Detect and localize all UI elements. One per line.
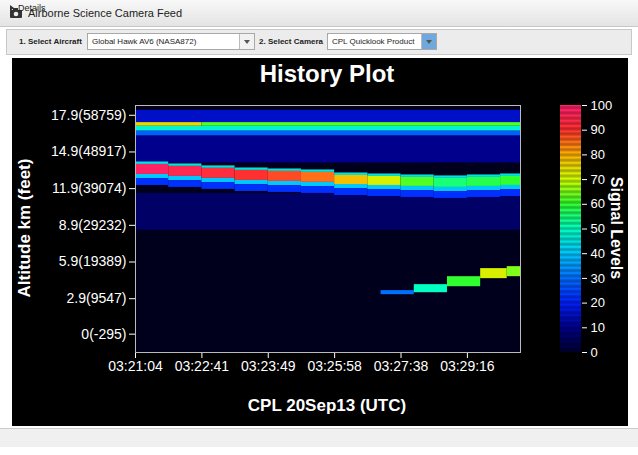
svg-text:14.9(48917): 14.9(48917) (51, 143, 127, 159)
html-text:CPL Quicklook Product: CPL Quicklook Product (332, 37, 415, 46)
svg-text:17.9(58759): 17.9(58759) (51, 107, 127, 123)
html-text:Details: Details (18, 3, 46, 13)
svg-text:100: 100 (591, 98, 613, 113)
svg-text:03:22:41: 03:22:41 (175, 358, 230, 374)
html-text:CPL 20Sep13 (UTC): CPL 20Sep13 (UTC) (247, 396, 407, 415)
svg-text:11.9(39074): 11.9(39074) (52, 180, 126, 196)
svg-text:0: 0 (591, 345, 598, 360)
svg-text:20: 20 (591, 295, 605, 310)
svg-text:10: 10 (591, 320, 605, 335)
html-text:History Plot: History Plot (259, 60, 395, 87)
svg-text:03:23:49: 03:23:49 (241, 358, 296, 374)
svg-text:60: 60 (591, 196, 605, 211)
svg-text:50: 50 (591, 221, 605, 236)
svg-text:5.9(19389): 5.9(19389) (59, 253, 127, 269)
html-text:Signal Levels: Signal Levels (608, 176, 625, 280)
svg-text:0(-295): 0(-295) (81, 326, 126, 342)
svg-text:03:21:04: 03:21:04 (108, 358, 163, 374)
svg-text:03:29:16: 03:29:16 (440, 358, 495, 374)
svg-text:90: 90 (591, 122, 605, 137)
html-text:1. Select Aircraft: 1. Select Aircraft (19, 37, 82, 46)
html-text:Airborne Science Camera Feed: Airborne Science Camera Feed (28, 7, 183, 19)
html-text:Global Hawk AV6 (NASA872): Global Hawk AV6 (NASA872) (92, 37, 197, 46)
svg-text:40: 40 (591, 246, 605, 261)
svg-text:80: 80 (591, 147, 605, 162)
svg-text:03:27:38: 03:27:38 (374, 358, 429, 374)
svg-text:70: 70 (591, 172, 605, 187)
html-text:Altitude km (feet): Altitude km (feet) (15, 158, 34, 298)
svg-text:2.9(9547): 2.9(9547) (67, 290, 127, 306)
svg-text:30: 30 (591, 271, 605, 286)
svg-text:8.9(29232): 8.9(29232) (59, 217, 127, 233)
svg-text:03:25:58: 03:25:58 (307, 358, 362, 374)
html-text:2. Select Camera: 2. Select Camera (259, 37, 323, 46)
